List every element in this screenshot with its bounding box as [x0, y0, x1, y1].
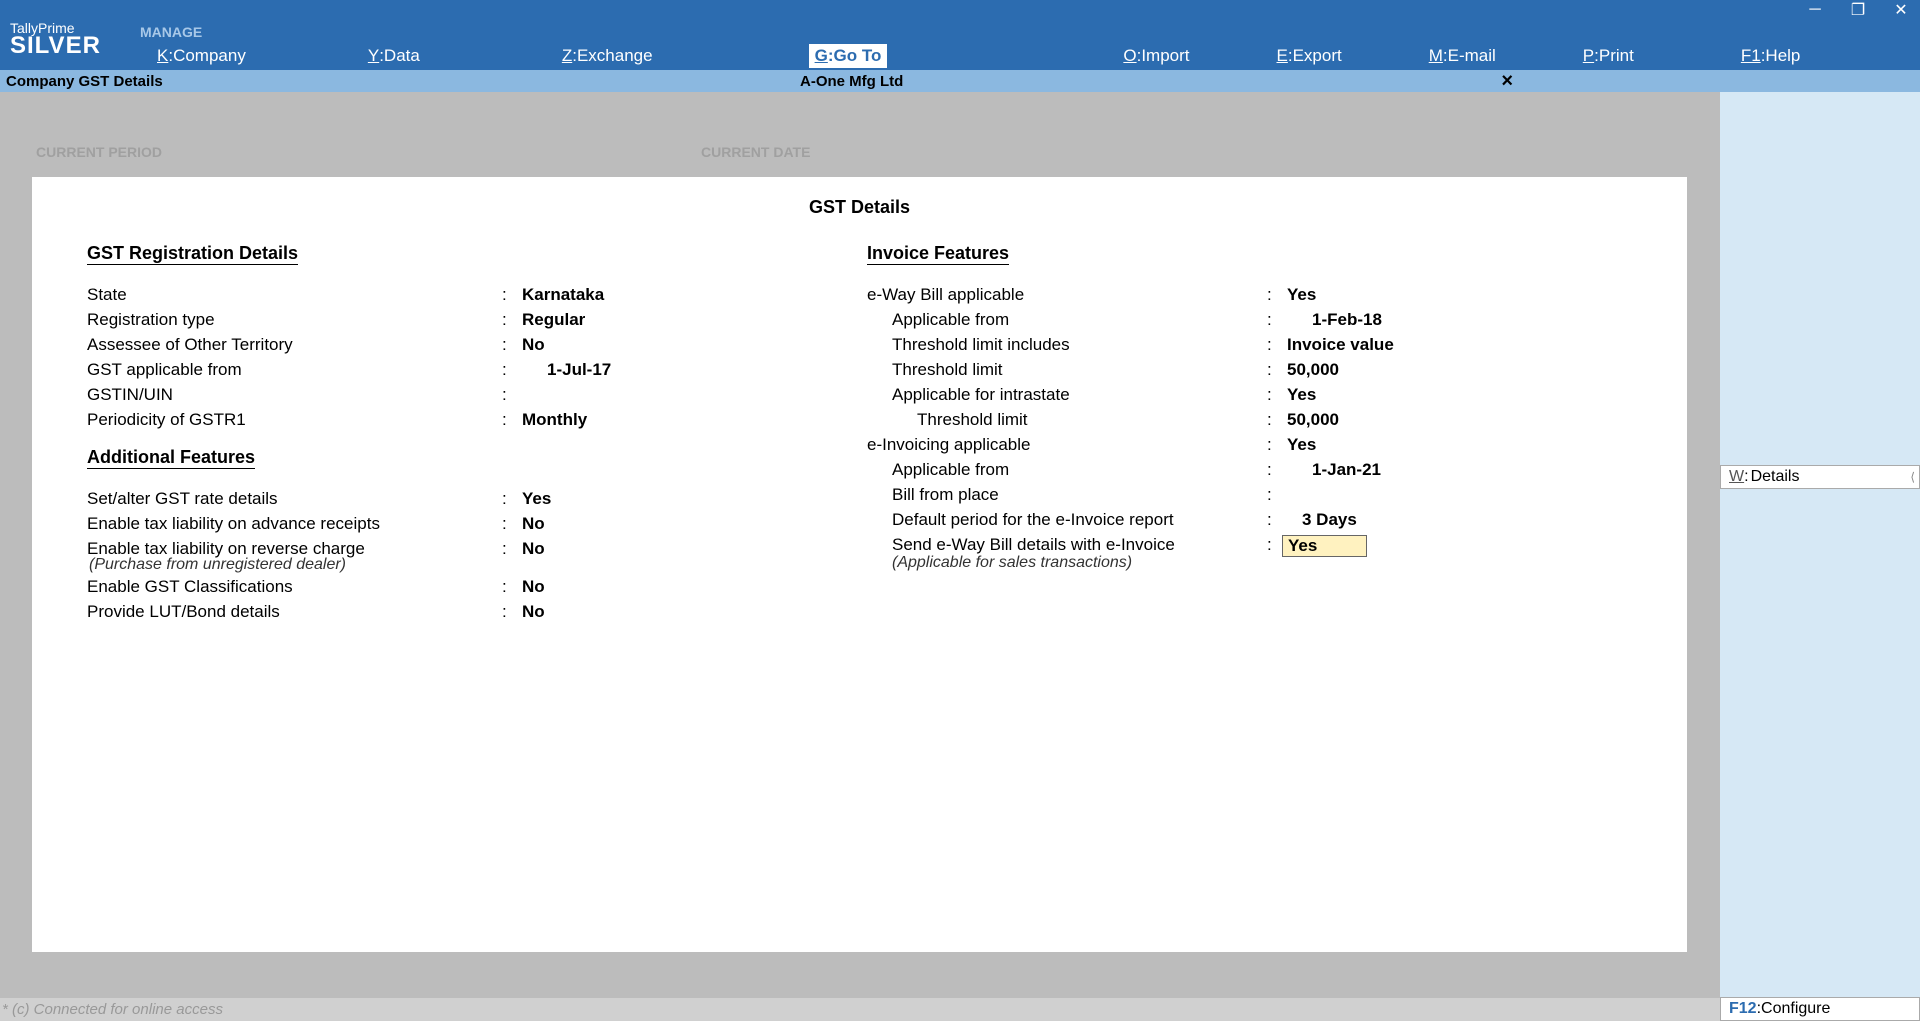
field-gst-applicable: GST applicable from:1-Jul-17 — [87, 360, 867, 380]
reg-section-header: GST Registration Details — [87, 243, 298, 265]
field-einv-from: Applicable from:1-Jan-21 — [867, 460, 1632, 480]
field-eway-from: Applicable from:1-Feb-18 — [867, 310, 1632, 330]
menu-print[interactable]: P:Print — [1577, 44, 1640, 68]
right-sidebar: W:Details ⟨ — [1720, 92, 1920, 998]
app-edition: SILVER — [10, 32, 125, 60]
ghost-date: CURRENT DATE — [701, 144, 810, 160]
field-assessee: Assessee of Other Territory:No — [87, 335, 867, 355]
menu-data[interactable]: Y:Data — [362, 44, 426, 68]
field-einv-bill: Bill from place: — [867, 485, 1632, 505]
menu-goto[interactable]: G:Go To — [809, 44, 888, 68]
field-adv-liability: Enable tax liability on advance receipts… — [87, 514, 867, 534]
field-lut: Provide LUT/Bond details:No — [87, 602, 867, 622]
active-input[interactable]: Yes — [1282, 535, 1367, 557]
manage-label[interactable]: MANAGE — [140, 20, 202, 40]
field-periodicity: Periodicity of GSTR1:Monthly — [87, 410, 867, 430]
field-eway: e-Way Bill applicable:Yes — [867, 285, 1632, 305]
field-gstin: GSTIN/UIN: — [87, 385, 867, 405]
field-einv-send-sub: (Applicable for sales transactions) — [867, 554, 1632, 572]
field-eway-intra-thresh: Threshold limit:50,000 — [867, 410, 1632, 430]
field-einv: e-Invoicing applicable:Yes — [867, 435, 1632, 455]
add-section-header: Additional Features — [87, 447, 255, 469]
menu-help[interactable]: F1:Help — [1735, 44, 1807, 68]
menu-export[interactable]: E:Export — [1271, 44, 1348, 68]
subheader-title: Company GST Details — [0, 73, 163, 90]
window-titlebar: ─ ❐ ✕ — [0, 0, 1920, 20]
field-einv-period: Default period for the e-Invoice report:… — [867, 510, 1632, 530]
subheader-company: A-One Mfg Ltd — [800, 73, 903, 90]
maximize-icon[interactable]: ❐ — [1849, 0, 1867, 20]
right-column: Invoice Features e-Way Bill applicable:Y… — [867, 243, 1632, 627]
footer-status: * (c) Connected for online access — [0, 998, 1720, 1021]
subheader-close-icon[interactable]: × — [1501, 70, 1513, 93]
field-state: State:Karnataka — [87, 285, 867, 305]
gst-details-modal: GST Details GST Registration Details Sta… — [32, 177, 1687, 952]
chevron-left-icon: ⟨ — [1910, 470, 1915, 484]
field-gst-class: Enable GST Classifications:No — [87, 577, 867, 597]
main-menu: K:Company Y:Data Z:Exchange G:Go To O:Im… — [118, 41, 1920, 70]
inv-section-header: Invoice Features — [867, 243, 1009, 265]
menu-exchange[interactable]: Z:Exchange — [556, 44, 659, 68]
left-column: GST Registration Details State:Karnataka… — [87, 243, 867, 627]
field-rate-details: Set/alter GST rate details:Yes — [87, 489, 867, 509]
menu-company[interactable]: K:Company — [151, 44, 252, 68]
app-logo: TallyPrime SILVER — [10, 20, 125, 60]
ghost-period: CURRENT PERIOD — [36, 144, 701, 160]
close-icon[interactable]: ✕ — [1892, 0, 1910, 20]
field-eway-intra: Applicable for intrastate:Yes — [867, 385, 1632, 405]
menu-email[interactable]: M:E-mail — [1423, 44, 1502, 68]
field-regtype: Registration type:Regular — [87, 310, 867, 330]
subheader: Company GST Details A-One Mfg Ltd × — [0, 70, 1920, 92]
field-eway-thresh-inc: Threshold limit includes:Invoice value — [867, 335, 1632, 355]
ghost-labels: CURRENT PERIOD CURRENT DATE — [36, 144, 1684, 160]
modal-title: GST Details — [32, 197, 1687, 218]
configure-button[interactable]: F12:Configure — [1720, 997, 1920, 1021]
menu-import[interactable]: O:Import — [1117, 44, 1195, 68]
sidebar-details-button[interactable]: W:Details ⟨ — [1720, 465, 1920, 489]
minimize-icon[interactable]: ─ — [1806, 1, 1824, 19]
field-eway-thresh: Threshold limit:50,000 — [867, 360, 1632, 380]
main-area: CURRENT PERIOD CURRENT DATE GST Details … — [0, 92, 1720, 998]
